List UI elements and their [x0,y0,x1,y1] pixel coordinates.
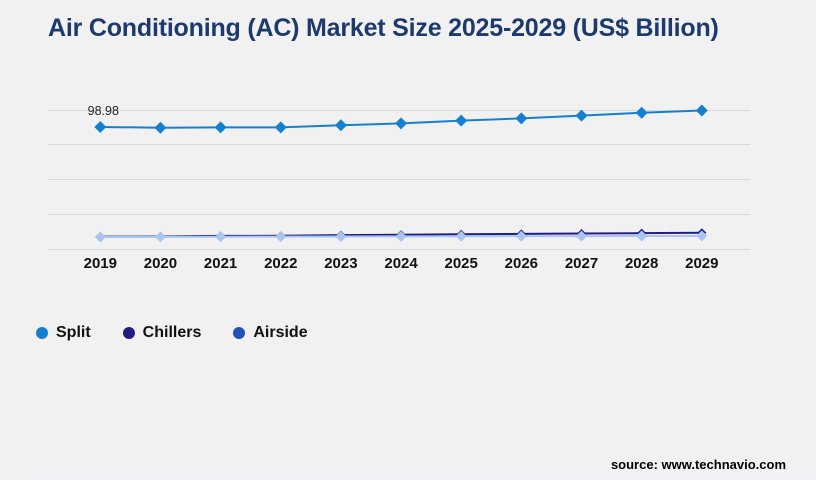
split-marker [455,114,468,127]
data-label-first-split-value: 98.98 [88,104,119,118]
x-axis-label-2023: 2023 [324,255,357,272]
x-axis-label-2027: 2027 [565,255,598,272]
split-marker [575,109,588,122]
split-marker [94,120,107,133]
legend-item-airside[interactable]: Airside [233,324,308,342]
x-axis-label-2029: 2029 [685,255,718,272]
split-marker [695,104,708,117]
legend-item-chillers[interactable]: Chillers [122,324,202,342]
split-swatch-icon [36,327,48,339]
airside-marker [94,231,106,243]
airside-swatch-icon [233,327,246,339]
x-axis: 2019 2020 2021 2022 2023 2024 2025 2026 2027 2028… [84,255,719,272]
split-marker [154,121,167,134]
x-axis-label-2022: 2022 [264,255,297,272]
split-marker [274,121,287,134]
chillers-swatch-icon [122,327,135,339]
x-axis-label-2024: 2024 [384,255,418,272]
x-axis-label-2020: 2020 [144,255,177,272]
x-axis-label-2026: 2026 [505,255,538,272]
series-airside [94,230,708,243]
x-axis-label-2025: 2025 [445,255,478,272]
airside-marker [215,231,227,243]
x-axis-label-2028: 2028 [625,255,658,272]
x-axis-label-2021: 2021 [204,255,237,272]
split-marker [214,121,227,134]
airside-marker [636,230,648,242]
legend-label-chillers: Chillers [142,324,202,341]
airside-marker [696,230,708,242]
airside-marker [515,230,527,242]
split-marker [334,119,347,132]
airside-marker [335,231,347,243]
source-credit: source: www.technavio.com [610,457,786,472]
chart-title: Air Conditioning (AC) Market Size 2025-2… [48,14,719,42]
split-marker [515,112,528,125]
airside-marker [154,231,166,243]
legend-label-split: Split [56,324,91,341]
split-marker [635,106,648,119]
airside-marker [395,230,407,242]
airside-marker [455,230,467,242]
split-marker [395,117,408,130]
airside-marker [275,231,287,243]
legend-label-airside: Airside [253,324,308,341]
legend: Split Chillers Airside [36,324,308,342]
legend-item-split[interactable]: Split [36,324,91,342]
gridlines [48,110,751,250]
airside-marker [576,230,587,242]
x-axis-label-2019: 2019 [84,255,117,272]
series-split [94,104,708,134]
